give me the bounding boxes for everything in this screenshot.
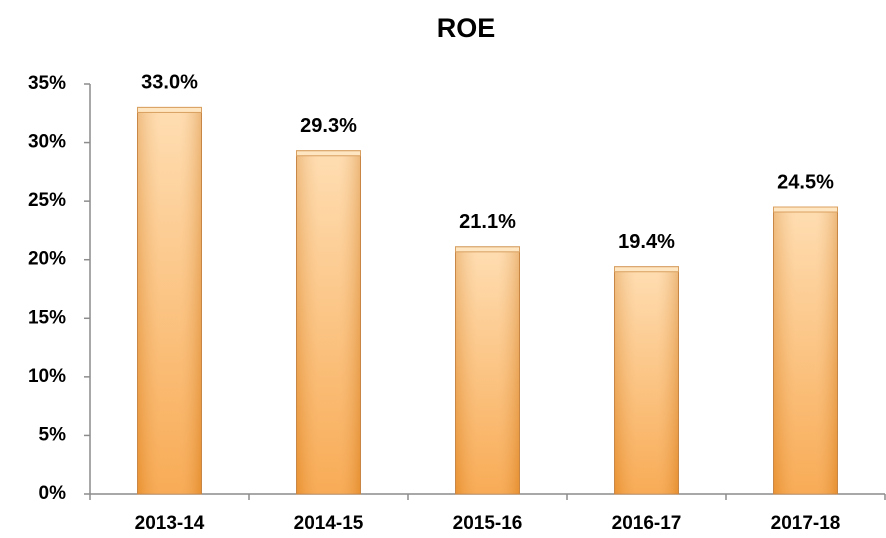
- value-label: 21.1%: [459, 211, 516, 233]
- x-tick-label: 2017-18: [771, 513, 841, 534]
- y-tick-label: 15%: [28, 307, 66, 328]
- x-tick-label: 2014-15: [294, 513, 364, 534]
- x-tick-label: 2013-14: [135, 513, 205, 534]
- y-tick-label: 30%: [28, 132, 66, 153]
- bar-cap: [614, 266, 679, 273]
- value-label: 33.0%: [141, 72, 198, 94]
- bar-cap: [137, 106, 202, 113]
- y-tick-label: 25%: [28, 190, 66, 211]
- bar-shade: [137, 107, 202, 494]
- x-tick-label: 2016-17: [612, 513, 682, 534]
- bar-shade: [296, 150, 361, 494]
- bar-cap: [773, 206, 838, 213]
- value-label: 24.5%: [777, 171, 834, 193]
- bar-cap: [455, 246, 520, 253]
- x-tick-label: 2015-16: [453, 513, 523, 534]
- y-tick-label: 0%: [39, 483, 67, 504]
- y-tick-label: 35%: [28, 73, 66, 94]
- chart-title: ROE: [437, 13, 496, 43]
- y-tick-label: 20%: [28, 249, 66, 270]
- bar-cap: [296, 150, 361, 157]
- value-label: 29.3%: [300, 115, 357, 137]
- y-tick-label: 10%: [28, 366, 66, 387]
- y-tick-label: 5%: [39, 424, 67, 445]
- bar-shade: [773, 207, 838, 494]
- bar-shade: [614, 266, 679, 494]
- bar-shade: [455, 246, 520, 494]
- value-label: 19.4%: [618, 231, 675, 253]
